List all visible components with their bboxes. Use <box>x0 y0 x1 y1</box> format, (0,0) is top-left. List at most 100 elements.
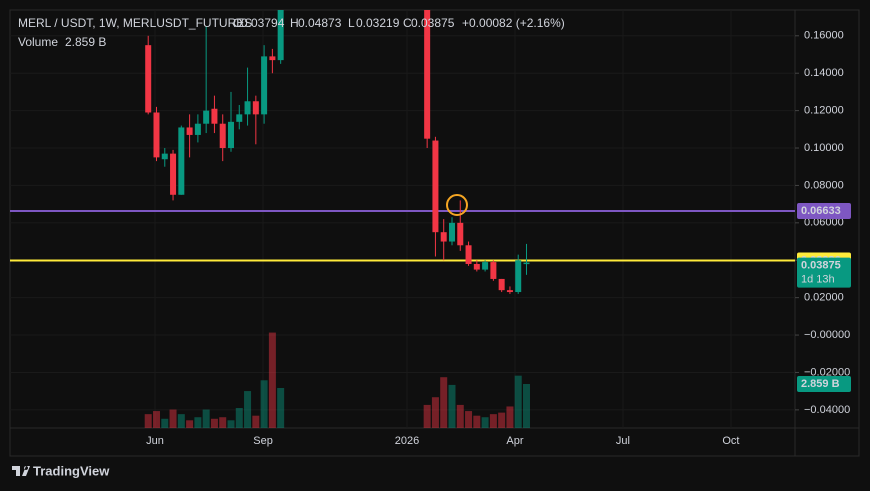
x-tick-label: Jul <box>616 435 630 447</box>
countdown: 1d 13h <box>801 273 835 285</box>
volume-bar <box>152 411 160 428</box>
volume-tag: 2.859 B <box>801 378 840 390</box>
candle-body <box>261 56 268 115</box>
candle-body <box>161 153 168 160</box>
candle-body <box>227 121 234 149</box>
last-price-tag: 0.03875 <box>801 259 841 271</box>
candle-body <box>465 245 472 264</box>
candle-body <box>219 123 226 149</box>
candle-body <box>457 222 464 246</box>
y-tick-label: −0.04000 <box>804 404 850 416</box>
volume-bar <box>210 418 218 428</box>
ohlc-label: C <box>403 16 412 30</box>
volume-bar <box>219 417 227 428</box>
y-tick-label: 0.08000 <box>804 179 844 191</box>
symbol-title: MERL / USDT, 1W, MERLUSDT_FUTURES <box>18 16 252 30</box>
candle-body <box>515 260 522 293</box>
volume-bar <box>227 420 235 428</box>
x-tick-label: Apr <box>506 435 523 447</box>
candle-body <box>269 56 276 61</box>
y-tick-label: 0.14000 <box>804 67 844 79</box>
volume-bar <box>194 417 202 428</box>
candle-body <box>498 278 505 291</box>
y-tick-label: 0.12000 <box>804 105 844 117</box>
volume-bar <box>260 380 268 428</box>
ohlc-value: 0.03875 <box>411 16 455 30</box>
volume-bar <box>431 397 439 428</box>
price-level-tag-bg <box>797 202 851 219</box>
candle-body <box>448 222 455 242</box>
candle-body <box>482 262 489 270</box>
volume-bar <box>448 384 456 428</box>
candle-body <box>424 10 431 139</box>
x-tick-label: Oct <box>722 435 739 447</box>
volume-value: 2.859 B <box>65 35 106 49</box>
volume-bar <box>489 414 497 428</box>
volume-bar <box>440 377 448 428</box>
candle-body <box>432 140 439 233</box>
x-tick-label: Sep <box>253 435 273 447</box>
ohlc-label: L <box>348 16 355 30</box>
candle-body <box>153 112 160 158</box>
volume-bar <box>177 414 185 428</box>
candle-body <box>490 262 497 279</box>
brand-name: TradingView <box>33 463 110 478</box>
y-tick-label: 0.02000 <box>804 292 844 304</box>
volume-bar <box>465 411 473 428</box>
volume-bar <box>456 404 464 428</box>
candle-body <box>145 45 152 113</box>
volume-bar <box>473 415 481 428</box>
candle-body <box>506 290 513 293</box>
last-price-tag-bg <box>797 257 851 288</box>
y-tick-label: 0.06000 <box>804 217 844 229</box>
volume-bar <box>186 420 194 428</box>
volume-bar <box>235 407 243 428</box>
ohlc-value: 0.04873 <box>298 16 342 30</box>
volume-bar <box>252 415 260 428</box>
y-tick-label: −0.02000 <box>804 366 850 378</box>
candle-body <box>211 108 218 124</box>
volume-bar <box>202 409 210 428</box>
candle-body <box>277 10 284 61</box>
candle-body <box>178 127 185 195</box>
volume-bar <box>277 387 285 428</box>
y-tick-label: 0.10000 <box>804 142 844 154</box>
ohlc-value: 0.03219 <box>356 16 400 30</box>
volume-bar <box>268 332 276 428</box>
candle-body <box>186 127 193 135</box>
ohlc-label: H <box>290 16 299 30</box>
volume-bar <box>423 404 431 428</box>
y-tick-label: 0.16000 <box>804 30 844 42</box>
candle-body <box>244 101 251 115</box>
volume-bar <box>244 391 252 428</box>
volume-bar <box>161 418 169 428</box>
x-tick-label: 2026 <box>395 435 419 447</box>
volume-bar <box>144 414 152 428</box>
candle-body <box>473 263 480 270</box>
volume-tag-bg <box>797 376 851 392</box>
candle-body <box>523 262 530 265</box>
volume-bar <box>506 406 514 428</box>
candle-body <box>236 114 243 122</box>
ohlc-label: O <box>233 16 242 30</box>
candle-body <box>203 110 210 124</box>
ohlc-value: 0.03794 <box>241 16 285 30</box>
highlight-circle <box>446 194 468 216</box>
candle-body <box>170 153 177 195</box>
brand-logo <box>12 466 30 476</box>
candle-body <box>194 123 201 135</box>
volume-bar <box>169 409 177 428</box>
volume-bar <box>522 384 530 428</box>
frame <box>9 9 860 457</box>
candle-body <box>252 101 259 115</box>
volume-title: Volume <box>18 35 58 49</box>
volume-bar <box>498 412 506 428</box>
x-tick-label: Jun <box>146 435 164 447</box>
y-tick-label: −0.00000 <box>804 329 850 341</box>
candle-body <box>440 232 447 242</box>
change-value: +0.00082 (+2.16%) <box>462 16 565 30</box>
price-level-tag: 0.06633 <box>801 205 841 217</box>
volume-bar <box>481 417 489 428</box>
